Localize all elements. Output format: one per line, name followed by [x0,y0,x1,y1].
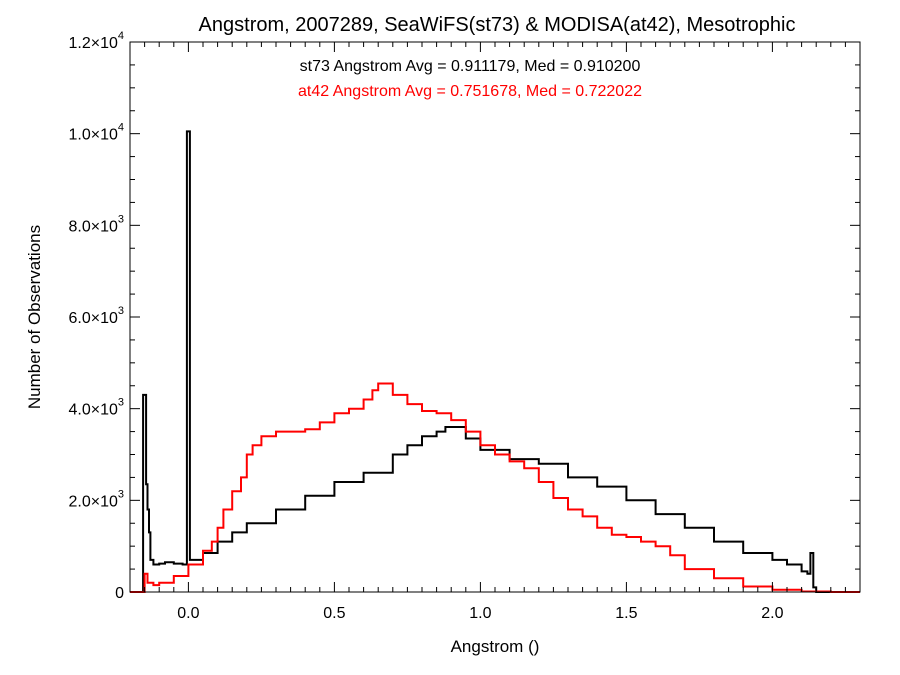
x-tick-label: 1.5 [615,605,637,622]
chart-title: Angstrom, 2007289, SeaWiFS(st73) & MODIS… [199,14,796,36]
y-axis: 0 2.0×103 4.0×103 6.0×103 8.0×103 1.0×104 1.2×… [68,30,860,602]
y-tick-label: 8.0×103 [68,213,124,235]
x-tick-label: 0.0 [177,605,199,622]
plot-frame [129,41,861,593]
series-layer [130,130,860,593]
y-tick-label: 0 [115,585,124,602]
x-tick-label: 1.0 [469,605,491,622]
series-at42-line [130,382,860,593]
x-axis: 0.0 0.5 1.0 1.5 2.0 [129,42,861,622]
series-st73-line [130,130,860,593]
x-axis-label: Angstrom () [451,637,540,656]
y-tick-label: 4.0×103 [68,397,124,419]
y-tick-label: 6.0×103 [68,305,124,327]
y-tick-label: 2.0×103 [68,488,124,510]
y-tick-label: 1.2×104 [68,30,124,52]
y-tick-label: 1.0×104 [68,122,124,144]
annotation-at42: at42 Angstrom Avg = 0.751678, Med = 0.72… [298,83,642,100]
annotation-st73: st73 Angstrom Avg = 0.911179, Med = 0.91… [300,58,641,75]
x-tick-label: 2.0 [761,605,783,622]
x-tick-label: 0.5 [323,605,345,622]
y-axis-label: Number of Observations [25,225,44,409]
